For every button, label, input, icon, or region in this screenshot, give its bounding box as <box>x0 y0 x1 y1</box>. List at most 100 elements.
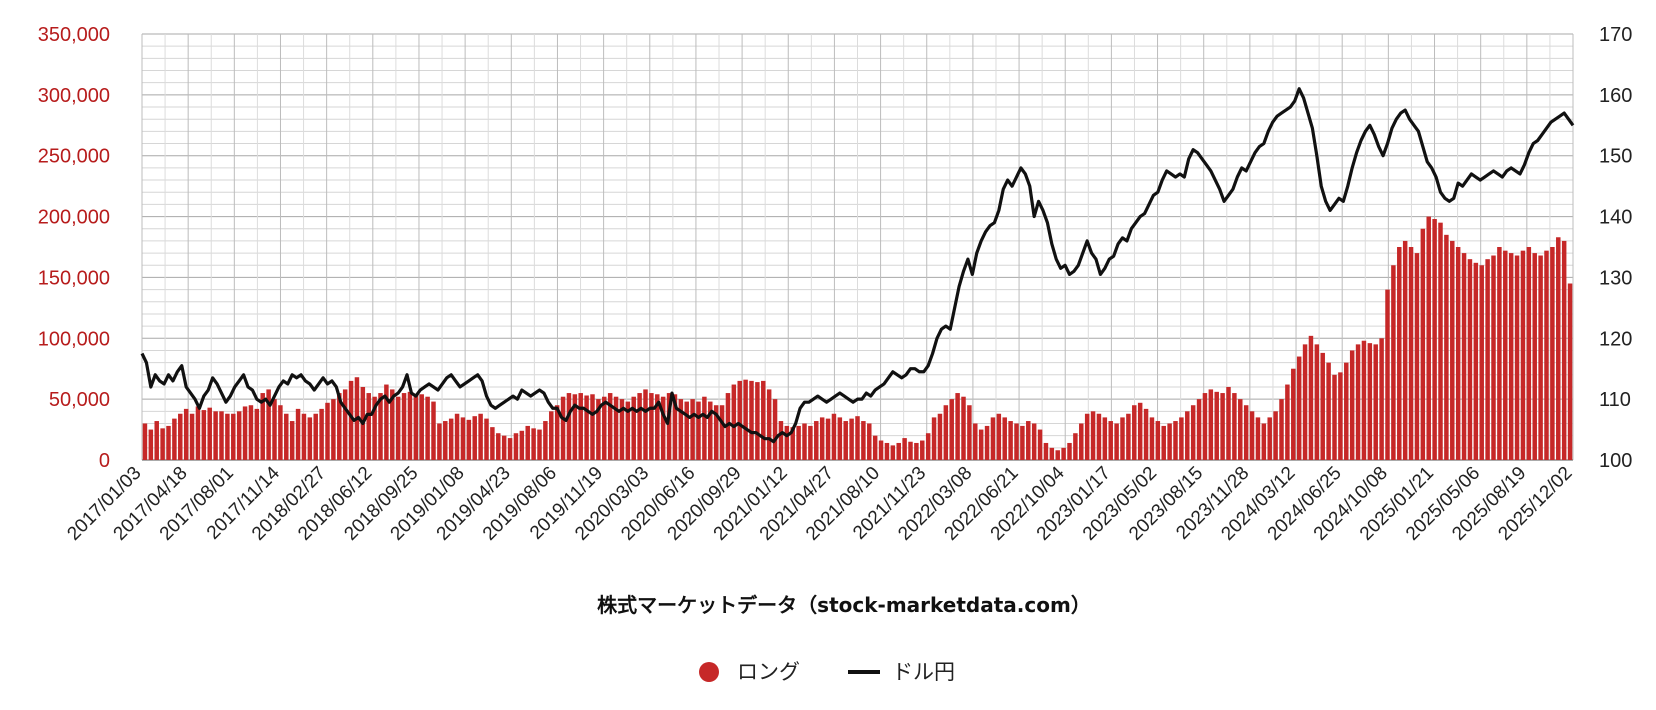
long-bar <box>1491 255 1496 460</box>
long-bar <box>761 380 766 460</box>
long-bar <box>578 393 583 460</box>
long-bar <box>472 416 477 460</box>
long-bar <box>1126 413 1131 460</box>
long-bar <box>772 399 778 460</box>
long-bar <box>849 418 854 460</box>
long-bar <box>1326 362 1331 460</box>
long-bar <box>949 399 954 460</box>
long-bar <box>625 401 631 460</box>
long-bar <box>596 399 601 460</box>
long-bar <box>1308 335 1314 460</box>
right-tick-label: 130 <box>1599 267 1632 289</box>
long-bar <box>1550 247 1555 460</box>
long-bar <box>496 433 501 460</box>
long-bar <box>1243 405 1249 460</box>
left-tick-label: 100,000 <box>38 328 110 350</box>
long-bar <box>672 394 678 460</box>
long-bar <box>307 417 313 460</box>
long-bar <box>607 393 613 460</box>
long-bar <box>1238 399 1243 460</box>
long-bar <box>731 384 737 460</box>
long-bar <box>666 393 672 460</box>
long-bar <box>914 442 919 460</box>
long-bar <box>1226 386 1231 460</box>
long-bar <box>1420 228 1426 460</box>
long-bar <box>313 413 318 460</box>
long-bar <box>260 393 265 460</box>
long-bar <box>931 417 937 460</box>
long-bar <box>825 418 831 460</box>
long-bar <box>519 430 525 460</box>
long-bar <box>166 425 171 460</box>
long-bar <box>1267 417 1272 460</box>
long-bar <box>814 421 819 460</box>
long-bar <box>1008 421 1013 460</box>
long-bar <box>890 445 896 460</box>
long-bar <box>248 405 254 460</box>
long-bar <box>1014 423 1019 460</box>
long-bar <box>637 393 642 460</box>
long-bar <box>1090 411 1096 460</box>
long-bar <box>1355 344 1361 460</box>
long-bar <box>737 380 742 460</box>
left-tick-label: 350,000 <box>38 24 110 46</box>
long-bar <box>1232 393 1237 460</box>
long-bar <box>778 421 784 460</box>
long-bar <box>1467 259 1473 460</box>
long-bar <box>537 429 542 460</box>
long-bar <box>1503 250 1508 460</box>
long-bar <box>1185 411 1190 460</box>
long-bar <box>1444 234 1449 460</box>
long-bar <box>619 399 625 460</box>
long-bar <box>1132 405 1137 460</box>
long-bar <box>1408 247 1414 460</box>
long-bar <box>1249 411 1255 460</box>
long-bar <box>613 396 619 460</box>
long-bar <box>1296 356 1302 460</box>
long-bar <box>201 410 207 460</box>
long-bar <box>967 405 972 460</box>
long-bar <box>678 399 684 460</box>
long-bar <box>784 425 790 460</box>
long-bar <box>390 389 395 460</box>
long-bar <box>1020 425 1025 460</box>
long-bar <box>331 399 336 460</box>
long-bar <box>796 425 801 460</box>
right-tick-label: 170 <box>1599 24 1632 46</box>
long-bar <box>696 401 701 460</box>
long-bar <box>713 405 719 460</box>
long-bar <box>861 421 866 460</box>
long-bar <box>554 405 560 460</box>
long-bar <box>1214 391 1219 460</box>
long-bar <box>808 425 813 460</box>
long-bar <box>690 399 695 460</box>
long-bar <box>460 417 466 460</box>
long-bar <box>749 380 754 460</box>
long-bar <box>1461 253 1467 460</box>
long-bar <box>278 405 283 460</box>
long-bar <box>590 394 595 460</box>
right-tick-label: 140 <box>1599 207 1632 229</box>
long-bar <box>413 395 419 460</box>
long-bar <box>419 394 424 460</box>
usdjpy-line <box>140 87 1575 444</box>
long-bar <box>1302 344 1308 460</box>
long-bar <box>319 408 324 460</box>
long-bar <box>384 384 389 460</box>
long-bar <box>289 421 295 460</box>
long-bar <box>1061 447 1066 460</box>
long-bar <box>195 406 201 460</box>
long-bar <box>1279 399 1284 460</box>
long-bar <box>1385 289 1390 460</box>
long-bar <box>937 413 943 460</box>
long-bar <box>1043 442 1049 460</box>
long-bar <box>1473 262 1479 460</box>
long-bar <box>231 413 236 460</box>
long-bar <box>266 389 271 460</box>
long-bar <box>189 413 195 460</box>
long-bar <box>1532 253 1537 460</box>
long-bar <box>925 433 931 460</box>
long-bar <box>1114 423 1119 460</box>
long-bar <box>172 418 177 460</box>
long-bar <box>142 423 148 460</box>
